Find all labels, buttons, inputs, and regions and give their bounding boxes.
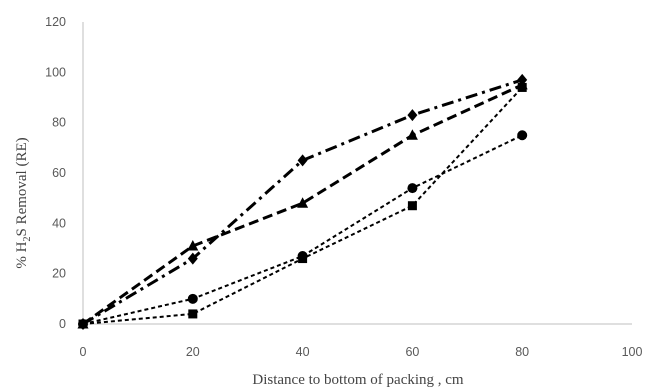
- y-tick-label: 100: [45, 65, 66, 79]
- y-tick-labels: 0 20 40 60 80 100 120: [45, 15, 66, 331]
- y-tick-label: 0: [59, 317, 66, 331]
- square-marker: [407, 201, 417, 211]
- y-tick-label: 120: [45, 15, 66, 29]
- x-tick-label: 100: [622, 345, 643, 359]
- y-tick-label: 40: [52, 216, 66, 230]
- triangle-marker: [187, 239, 199, 251]
- circle-marker: [407, 183, 418, 194]
- circle-marker: [78, 319, 88, 329]
- triangle-marker: [297, 197, 309, 208]
- series-circle: [78, 130, 528, 329]
- x-tick-label: 40: [296, 345, 310, 359]
- circle-marker: [187, 293, 198, 304]
- x-tick-labels: 0 20 40 60 80 100: [80, 345, 643, 359]
- x-tick-label: 80: [515, 345, 529, 359]
- square-marker: [188, 309, 198, 319]
- x-tick-label: 60: [405, 345, 419, 359]
- circle-marker: [297, 251, 308, 262]
- y-axis-title: % H2S Removal (RE): [14, 137, 33, 268]
- y-axis-title-prefix: % H: [14, 241, 30, 268]
- y-axis-title-subscript: 2: [22, 237, 33, 242]
- x-tick-label: 0: [80, 345, 87, 359]
- diamond-marker: [407, 109, 418, 122]
- triangle-marker: [406, 129, 418, 140]
- series-line-triangle: [82, 83, 523, 326]
- y-tick-label: 80: [52, 116, 66, 130]
- diamond-marker: [187, 252, 198, 265]
- diamond-marker: [297, 154, 308, 167]
- x-tick-label: 20: [186, 345, 200, 359]
- y-axis-title-suffix: S Removal (RE): [14, 137, 30, 236]
- square-marker: [517, 82, 527, 92]
- series-triangle: [77, 78, 528, 329]
- x-axis-title: Distance to bottom of packing , cm: [252, 372, 464, 388]
- series-layer: [77, 73, 528, 330]
- y-tick-label: 20: [52, 267, 66, 281]
- circle-marker: [517, 130, 528, 141]
- y-tick-label: 60: [52, 166, 66, 180]
- series-line-circle: [82, 134, 523, 325]
